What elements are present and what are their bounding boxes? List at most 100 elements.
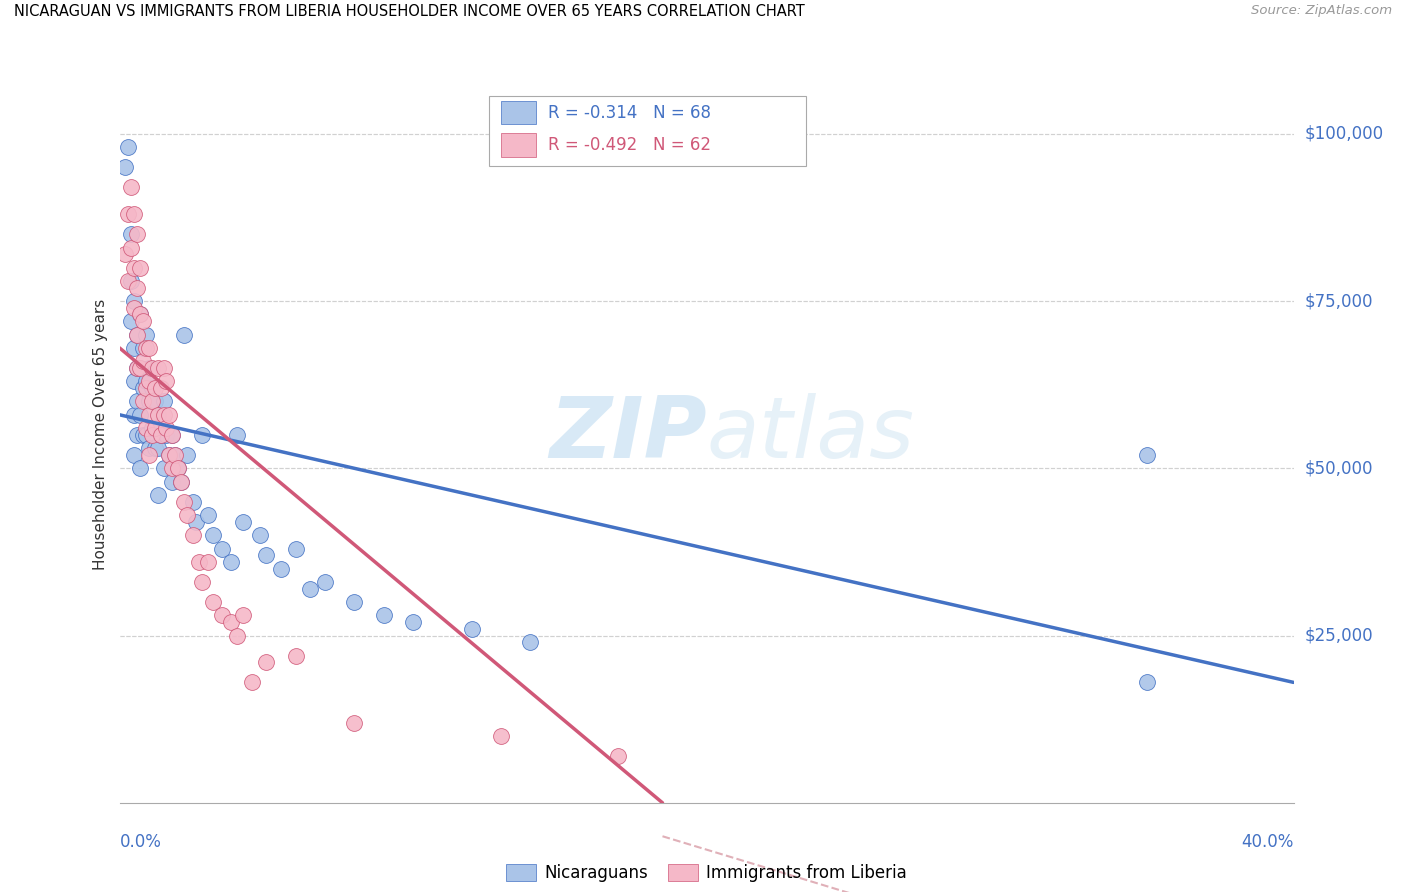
Point — [152, 361, 174, 376]
Point — [117, 140, 139, 154]
Point — [149, 428, 172, 442]
Point — [117, 274, 139, 288]
Point — [122, 260, 145, 275]
Text: ZIP: ZIP — [548, 393, 707, 476]
Point — [120, 241, 142, 255]
Point — [138, 361, 160, 376]
Text: $75,000: $75,000 — [1305, 292, 1374, 310]
Point — [190, 575, 212, 590]
Point — [176, 448, 198, 462]
FancyBboxPatch shape — [489, 96, 806, 166]
Point — [170, 475, 193, 489]
Point — [167, 461, 190, 475]
Point — [132, 354, 155, 368]
Point — [129, 408, 152, 422]
Point — [135, 381, 157, 395]
Point — [129, 361, 152, 376]
Point — [141, 361, 163, 376]
Point — [132, 394, 155, 409]
Point — [155, 428, 177, 442]
Point — [135, 428, 157, 442]
Point — [176, 508, 198, 523]
Text: atlas: atlas — [707, 393, 914, 476]
Point — [127, 361, 149, 376]
Point — [225, 628, 249, 642]
Point — [120, 180, 142, 194]
Point — [460, 622, 484, 636]
Point — [190, 428, 212, 442]
Point — [138, 341, 160, 355]
Point — [127, 361, 149, 376]
Point — [127, 327, 149, 342]
Point — [162, 475, 184, 489]
Point — [219, 615, 242, 630]
Point — [138, 442, 160, 456]
Point — [157, 408, 180, 422]
Point — [120, 314, 142, 328]
Point — [402, 615, 425, 630]
Point — [135, 341, 157, 355]
Point — [127, 281, 149, 295]
Point — [152, 408, 174, 422]
Text: $100,000: $100,000 — [1305, 125, 1384, 143]
Point — [120, 227, 142, 242]
Point — [184, 515, 207, 529]
Point — [343, 595, 366, 609]
Legend: Nicaraguans, Immigrants from Liberia: Nicaraguans, Immigrants from Liberia — [498, 855, 915, 890]
Point — [211, 608, 233, 623]
Point — [143, 421, 166, 435]
Point — [170, 475, 193, 489]
Point — [146, 488, 169, 502]
Point — [232, 515, 254, 529]
Point — [135, 327, 157, 342]
Point — [141, 394, 163, 409]
Point — [122, 448, 145, 462]
Point — [202, 595, 225, 609]
Point — [132, 381, 155, 395]
Point — [135, 421, 157, 435]
Point — [143, 442, 166, 456]
Point — [219, 555, 242, 569]
Point — [197, 508, 219, 523]
Point — [173, 494, 195, 508]
Point — [138, 375, 160, 389]
Text: R = -0.492   N = 62: R = -0.492 N = 62 — [548, 136, 711, 154]
Point — [157, 448, 180, 462]
Point — [132, 314, 155, 328]
Point — [149, 428, 172, 442]
Point — [173, 327, 195, 342]
Text: 40.0%: 40.0% — [1241, 833, 1294, 851]
Point — [157, 448, 180, 462]
Point — [114, 161, 136, 175]
Point — [181, 528, 204, 542]
Point — [138, 448, 160, 462]
Point — [117, 207, 139, 221]
Point — [165, 448, 187, 462]
Point — [165, 448, 187, 462]
Point — [373, 608, 395, 623]
Point — [211, 541, 233, 556]
Point — [162, 428, 184, 442]
Point — [167, 461, 190, 475]
Point — [132, 428, 155, 442]
Bar — [501, 133, 536, 157]
Point — [122, 301, 145, 315]
Point — [155, 375, 177, 389]
Text: R = -0.314   N = 68: R = -0.314 N = 68 — [548, 103, 711, 121]
Point — [519, 635, 541, 649]
Point — [122, 207, 145, 221]
Point — [162, 461, 184, 475]
Text: Source: ZipAtlas.com: Source: ZipAtlas.com — [1251, 4, 1392, 18]
Point — [146, 442, 169, 456]
Point — [138, 408, 160, 422]
Text: NICARAGUAN VS IMMIGRANTS FROM LIBERIA HOUSEHOLDER INCOME OVER 65 YEARS CORRELATI: NICARAGUAN VS IMMIGRANTS FROM LIBERIA HO… — [14, 4, 804, 20]
Point — [152, 461, 174, 475]
Point — [299, 582, 322, 596]
Point — [254, 548, 277, 563]
Point — [284, 648, 307, 663]
Point — [141, 428, 163, 442]
Point — [202, 528, 225, 542]
Point — [132, 341, 155, 355]
Point — [146, 361, 169, 376]
Point — [1136, 448, 1159, 462]
